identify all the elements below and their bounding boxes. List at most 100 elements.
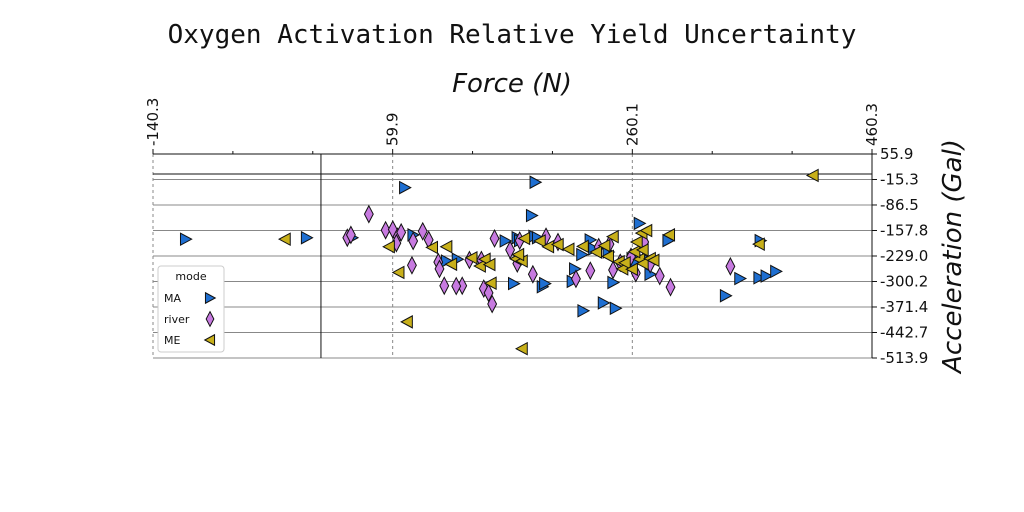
y-tick-label: 55.9: [880, 145, 913, 163]
point-river: [527, 264, 538, 284]
point-MA: [633, 216, 647, 231]
point-river: [345, 225, 356, 245]
point-ME: [541, 239, 555, 254]
point-river: [487, 294, 498, 314]
point-MA: [399, 180, 412, 195]
data-points: [179, 168, 819, 356]
point-ME: [635, 243, 649, 257]
point-ME: [629, 235, 643, 249]
point-MA: [760, 269, 774, 283]
point-MA: [539, 276, 552, 291]
y-tick-label: -300.2: [880, 272, 928, 290]
point-MA: [719, 288, 733, 303]
point-ME: [511, 247, 525, 262]
y-tick-label: -86.5: [880, 196, 919, 214]
x-tick-label: 59.9: [384, 113, 402, 146]
point-ME: [752, 237, 765, 252]
point-river: [380, 220, 391, 240]
legend: mode MA river ME: [157, 265, 225, 353]
point-MA: [576, 247, 589, 262]
point-MA: [607, 275, 621, 290]
gridlines: [152, 153, 873, 359]
x-axis-label: Force (N): [452, 69, 572, 99]
chart-title: Oxygen Activation Relative Yield Uncerta…: [168, 20, 857, 50]
point-MA: [597, 296, 611, 310]
point-MA: [770, 264, 783, 279]
y-tick-label: -157.8: [880, 222, 928, 240]
legend-title: mode: [175, 270, 206, 283]
point-ME: [576, 239, 589, 254]
axes: 55.9 -15.3 -86.5 -157.8 -229.0 -300.2 -371.4 -4…: [144, 98, 928, 367]
point-ME: [601, 249, 614, 264]
y-axis-label: Acceleration (Gal): [938, 139, 968, 375]
point-river: [406, 255, 417, 275]
point-ME: [482, 257, 496, 272]
point-MA: [734, 271, 748, 286]
x-tick-label: -140.3: [144, 98, 162, 146]
point-river: [489, 228, 500, 248]
legend-marker-river: [205, 310, 215, 328]
point-ME: [589, 245, 602, 259]
point-ME: [561, 242, 575, 257]
y-tick-label: -442.7: [880, 324, 928, 342]
point-river: [451, 276, 462, 296]
legend-marker-MA: [204, 291, 217, 305]
point-river: [725, 256, 736, 276]
point-MA: [507, 276, 521, 291]
y-tick-label: -15.3: [880, 170, 919, 188]
point-river: [570, 269, 581, 289]
point-river: [434, 259, 445, 279]
y-tick-label: -513.9: [880, 349, 928, 367]
legend-box: [157, 265, 225, 353]
legend-marker-ME: [203, 333, 216, 347]
point-river: [417, 221, 428, 241]
point-ME: [805, 168, 819, 183]
point-ME: [483, 276, 497, 291]
point-ME: [391, 265, 405, 280]
point-ME: [517, 231, 531, 246]
y-tick-label: -371.4: [880, 298, 928, 316]
point-river: [608, 260, 619, 280]
point-ME: [662, 228, 676, 242]
point-ME: [646, 253, 660, 268]
point-ME: [550, 237, 564, 252]
point-MA: [525, 208, 539, 223]
point-ME: [532, 234, 546, 248]
point-MA: [499, 234, 513, 248]
point-ME: [625, 262, 638, 277]
point-river: [396, 222, 407, 242]
point-ME: [425, 240, 438, 255]
point-MA: [529, 175, 543, 190]
point-ME: [382, 239, 395, 254]
legend-label: river: [164, 313, 190, 326]
point-MA: [609, 301, 623, 316]
legend-label: MA: [164, 292, 181, 305]
point-ME: [464, 250, 478, 265]
point-MA: [577, 303, 591, 318]
point-river: [654, 266, 665, 286]
point-ME: [444, 257, 458, 272]
point-river: [483, 283, 494, 303]
point-river: [478, 279, 489, 299]
point-river: [585, 261, 596, 281]
point-MA: [179, 232, 193, 247]
legend-label: ME: [164, 334, 180, 347]
point-ME: [617, 255, 631, 270]
y-tick-label: -229.0: [880, 247, 928, 265]
point-ME: [515, 341, 528, 356]
point-ME: [606, 229, 619, 244]
point-river: [665, 277, 676, 297]
point-ME: [639, 223, 653, 238]
point-river: [408, 231, 419, 251]
point-ME: [635, 256, 649, 271]
x-tick-label: 460.3: [863, 103, 881, 146]
point-river: [363, 204, 374, 224]
point-MA: [753, 271, 767, 285]
point-ME: [439, 239, 453, 254]
point-river: [439, 276, 450, 296]
point-ME: [597, 238, 611, 253]
point-ME: [400, 315, 413, 329]
point-ME: [277, 232, 291, 247]
x-tick-label: 260.1: [623, 103, 641, 146]
